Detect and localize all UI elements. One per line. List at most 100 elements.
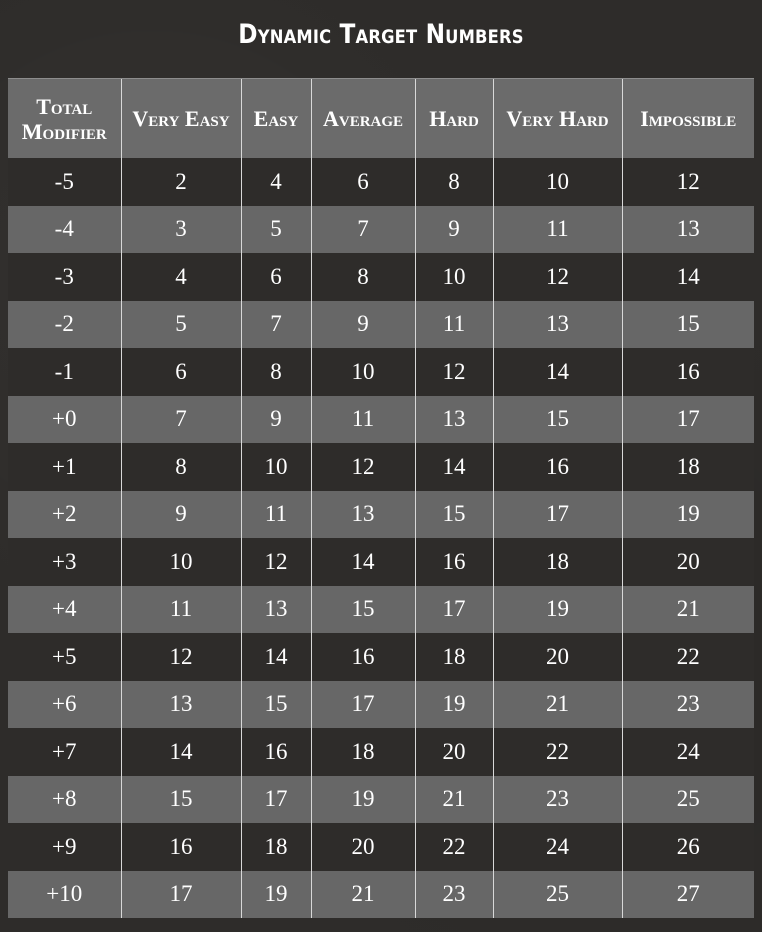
column-header-average: Average bbox=[310, 78, 415, 158]
page-title: Dynamic Target Numbers bbox=[238, 19, 524, 50]
modifier-cell: +7 bbox=[8, 728, 121, 776]
target-number-cell: 12 bbox=[240, 538, 311, 586]
target-number-cell: 14 bbox=[492, 348, 622, 396]
target-number-cell: 15 bbox=[492, 395, 622, 443]
target-number-cell: 20 bbox=[621, 538, 754, 586]
target-number-cell: 20 bbox=[492, 633, 622, 681]
modifier-cell: +3 bbox=[8, 538, 121, 586]
target-number-cell: 12 bbox=[492, 253, 622, 301]
target-number-cell: 6 bbox=[310, 158, 415, 206]
target-number-cell: 5 bbox=[120, 300, 241, 348]
table-row: -5 2 4 6 8 10 12 bbox=[8, 158, 754, 206]
target-number-cell: 23 bbox=[414, 870, 493, 918]
target-number-cell: 16 bbox=[414, 538, 493, 586]
target-number-cell: 10 bbox=[120, 538, 241, 586]
table-row: +8 15 17 19 21 23 25 bbox=[8, 775, 754, 823]
table-row: +4 11 13 15 17 19 21 bbox=[8, 585, 754, 633]
target-number-cell: 14 bbox=[414, 443, 493, 491]
target-number-cell: 24 bbox=[621, 728, 754, 776]
target-number-cell: 10 bbox=[492, 158, 622, 206]
target-numbers-table: Total Modifier Very Easy Easy Average Hard Ver… bbox=[8, 78, 754, 918]
target-number-cell: 10 bbox=[240, 443, 311, 491]
target-number-cell: 22 bbox=[621, 633, 754, 681]
table-row: -3 4 6 8 10 12 14 bbox=[8, 253, 754, 301]
target-number-cell: 11 bbox=[310, 395, 415, 443]
target-number-cell: 16 bbox=[240, 728, 311, 776]
modifier-cell: -5 bbox=[8, 158, 121, 206]
target-number-cell: 21 bbox=[492, 680, 622, 728]
target-number-cell: 8 bbox=[414, 158, 493, 206]
target-number-cell: 19 bbox=[621, 490, 754, 538]
modifier-cell: -4 bbox=[8, 205, 121, 253]
column-header-easy: Easy bbox=[240, 78, 311, 158]
column-header-impossible: Impossible bbox=[621, 78, 754, 158]
target-number-cell: 2 bbox=[120, 158, 241, 206]
modifier-cell: +6 bbox=[8, 680, 121, 728]
target-number-cell: 24 bbox=[492, 823, 622, 871]
target-number-cell: 13 bbox=[621, 205, 754, 253]
table-body: -5 2 4 6 8 10 12 -4 3 5 7 9 11 13 -3 4 6 8 10 12 14 -2 5 7 9 11 13… bbox=[8, 158, 754, 918]
modifier-cell: +1 bbox=[8, 443, 121, 491]
target-number-cell: 18 bbox=[310, 728, 415, 776]
target-number-cell: 14 bbox=[621, 253, 754, 301]
target-number-cell: 23 bbox=[621, 680, 754, 728]
target-number-cell: 11 bbox=[240, 490, 311, 538]
target-number-cell: 12 bbox=[310, 443, 415, 491]
target-number-cell: 16 bbox=[621, 348, 754, 396]
target-number-cell: 9 bbox=[120, 490, 241, 538]
target-number-cell: 8 bbox=[120, 443, 241, 491]
target-number-cell: 13 bbox=[240, 585, 311, 633]
target-number-cell: 15 bbox=[621, 300, 754, 348]
target-number-cell: 13 bbox=[414, 395, 493, 443]
table-row: +1 8 10 12 14 16 18 bbox=[8, 443, 754, 491]
target-number-cell: 19 bbox=[240, 870, 311, 918]
target-number-cell: 21 bbox=[621, 585, 754, 633]
modifier-cell: -2 bbox=[8, 300, 121, 348]
target-number-cell: 17 bbox=[621, 395, 754, 443]
target-number-cell: 13 bbox=[492, 300, 622, 348]
target-number-cell: 4 bbox=[240, 158, 311, 206]
column-header-very-easy: Very Easy bbox=[120, 78, 241, 158]
table-row: +0 7 9 11 13 15 17 bbox=[8, 395, 754, 443]
column-header-hard: Hard bbox=[414, 78, 493, 158]
target-number-cell: 17 bbox=[492, 490, 622, 538]
target-number-cell: 16 bbox=[492, 443, 622, 491]
target-number-cell: 15 bbox=[310, 585, 415, 633]
target-number-cell: 18 bbox=[492, 538, 622, 586]
target-number-cell: 17 bbox=[120, 870, 241, 918]
table-row: +6 13 15 17 19 21 23 bbox=[8, 680, 754, 728]
target-number-cell: 25 bbox=[492, 870, 622, 918]
target-number-cell: 7 bbox=[240, 300, 311, 348]
target-number-cell: 12 bbox=[120, 633, 241, 681]
target-number-cell: 9 bbox=[414, 205, 493, 253]
target-number-cell: 11 bbox=[120, 585, 241, 633]
target-number-cell: 22 bbox=[414, 823, 493, 871]
target-number-cell: 23 bbox=[492, 775, 622, 823]
modifier-cell: +2 bbox=[8, 490, 121, 538]
target-number-cell: 10 bbox=[414, 253, 493, 301]
target-number-cell: 18 bbox=[621, 443, 754, 491]
table-row: -2 5 7 9 11 13 15 bbox=[8, 300, 754, 348]
target-number-cell: 10 bbox=[310, 348, 415, 396]
target-number-cell: 22 bbox=[492, 728, 622, 776]
target-number-cell: 19 bbox=[310, 775, 415, 823]
target-number-cell: 21 bbox=[414, 775, 493, 823]
target-number-cell: 15 bbox=[240, 680, 311, 728]
target-number-cell: 16 bbox=[120, 823, 241, 871]
target-number-cell: 25 bbox=[621, 775, 754, 823]
target-number-cell: 17 bbox=[240, 775, 311, 823]
modifier-cell: +0 bbox=[8, 395, 121, 443]
target-number-cell: 14 bbox=[240, 633, 311, 681]
target-number-cell: 17 bbox=[414, 585, 493, 633]
target-number-cell: 27 bbox=[621, 870, 754, 918]
target-number-cell: 4 bbox=[120, 253, 241, 301]
table-row: +7 14 16 18 20 22 24 bbox=[8, 728, 754, 776]
column-header-very-hard: Very Hard bbox=[492, 78, 622, 158]
table-row: -1 6 8 10 12 14 16 bbox=[8, 348, 754, 396]
target-number-cell: 12 bbox=[414, 348, 493, 396]
table-row: +10 17 19 21 23 25 27 bbox=[8, 870, 754, 918]
table-row: +5 12 14 16 18 20 22 bbox=[8, 633, 754, 681]
target-number-cell: 13 bbox=[120, 680, 241, 728]
target-number-cell: 8 bbox=[310, 253, 415, 301]
target-number-cell: 9 bbox=[240, 395, 311, 443]
